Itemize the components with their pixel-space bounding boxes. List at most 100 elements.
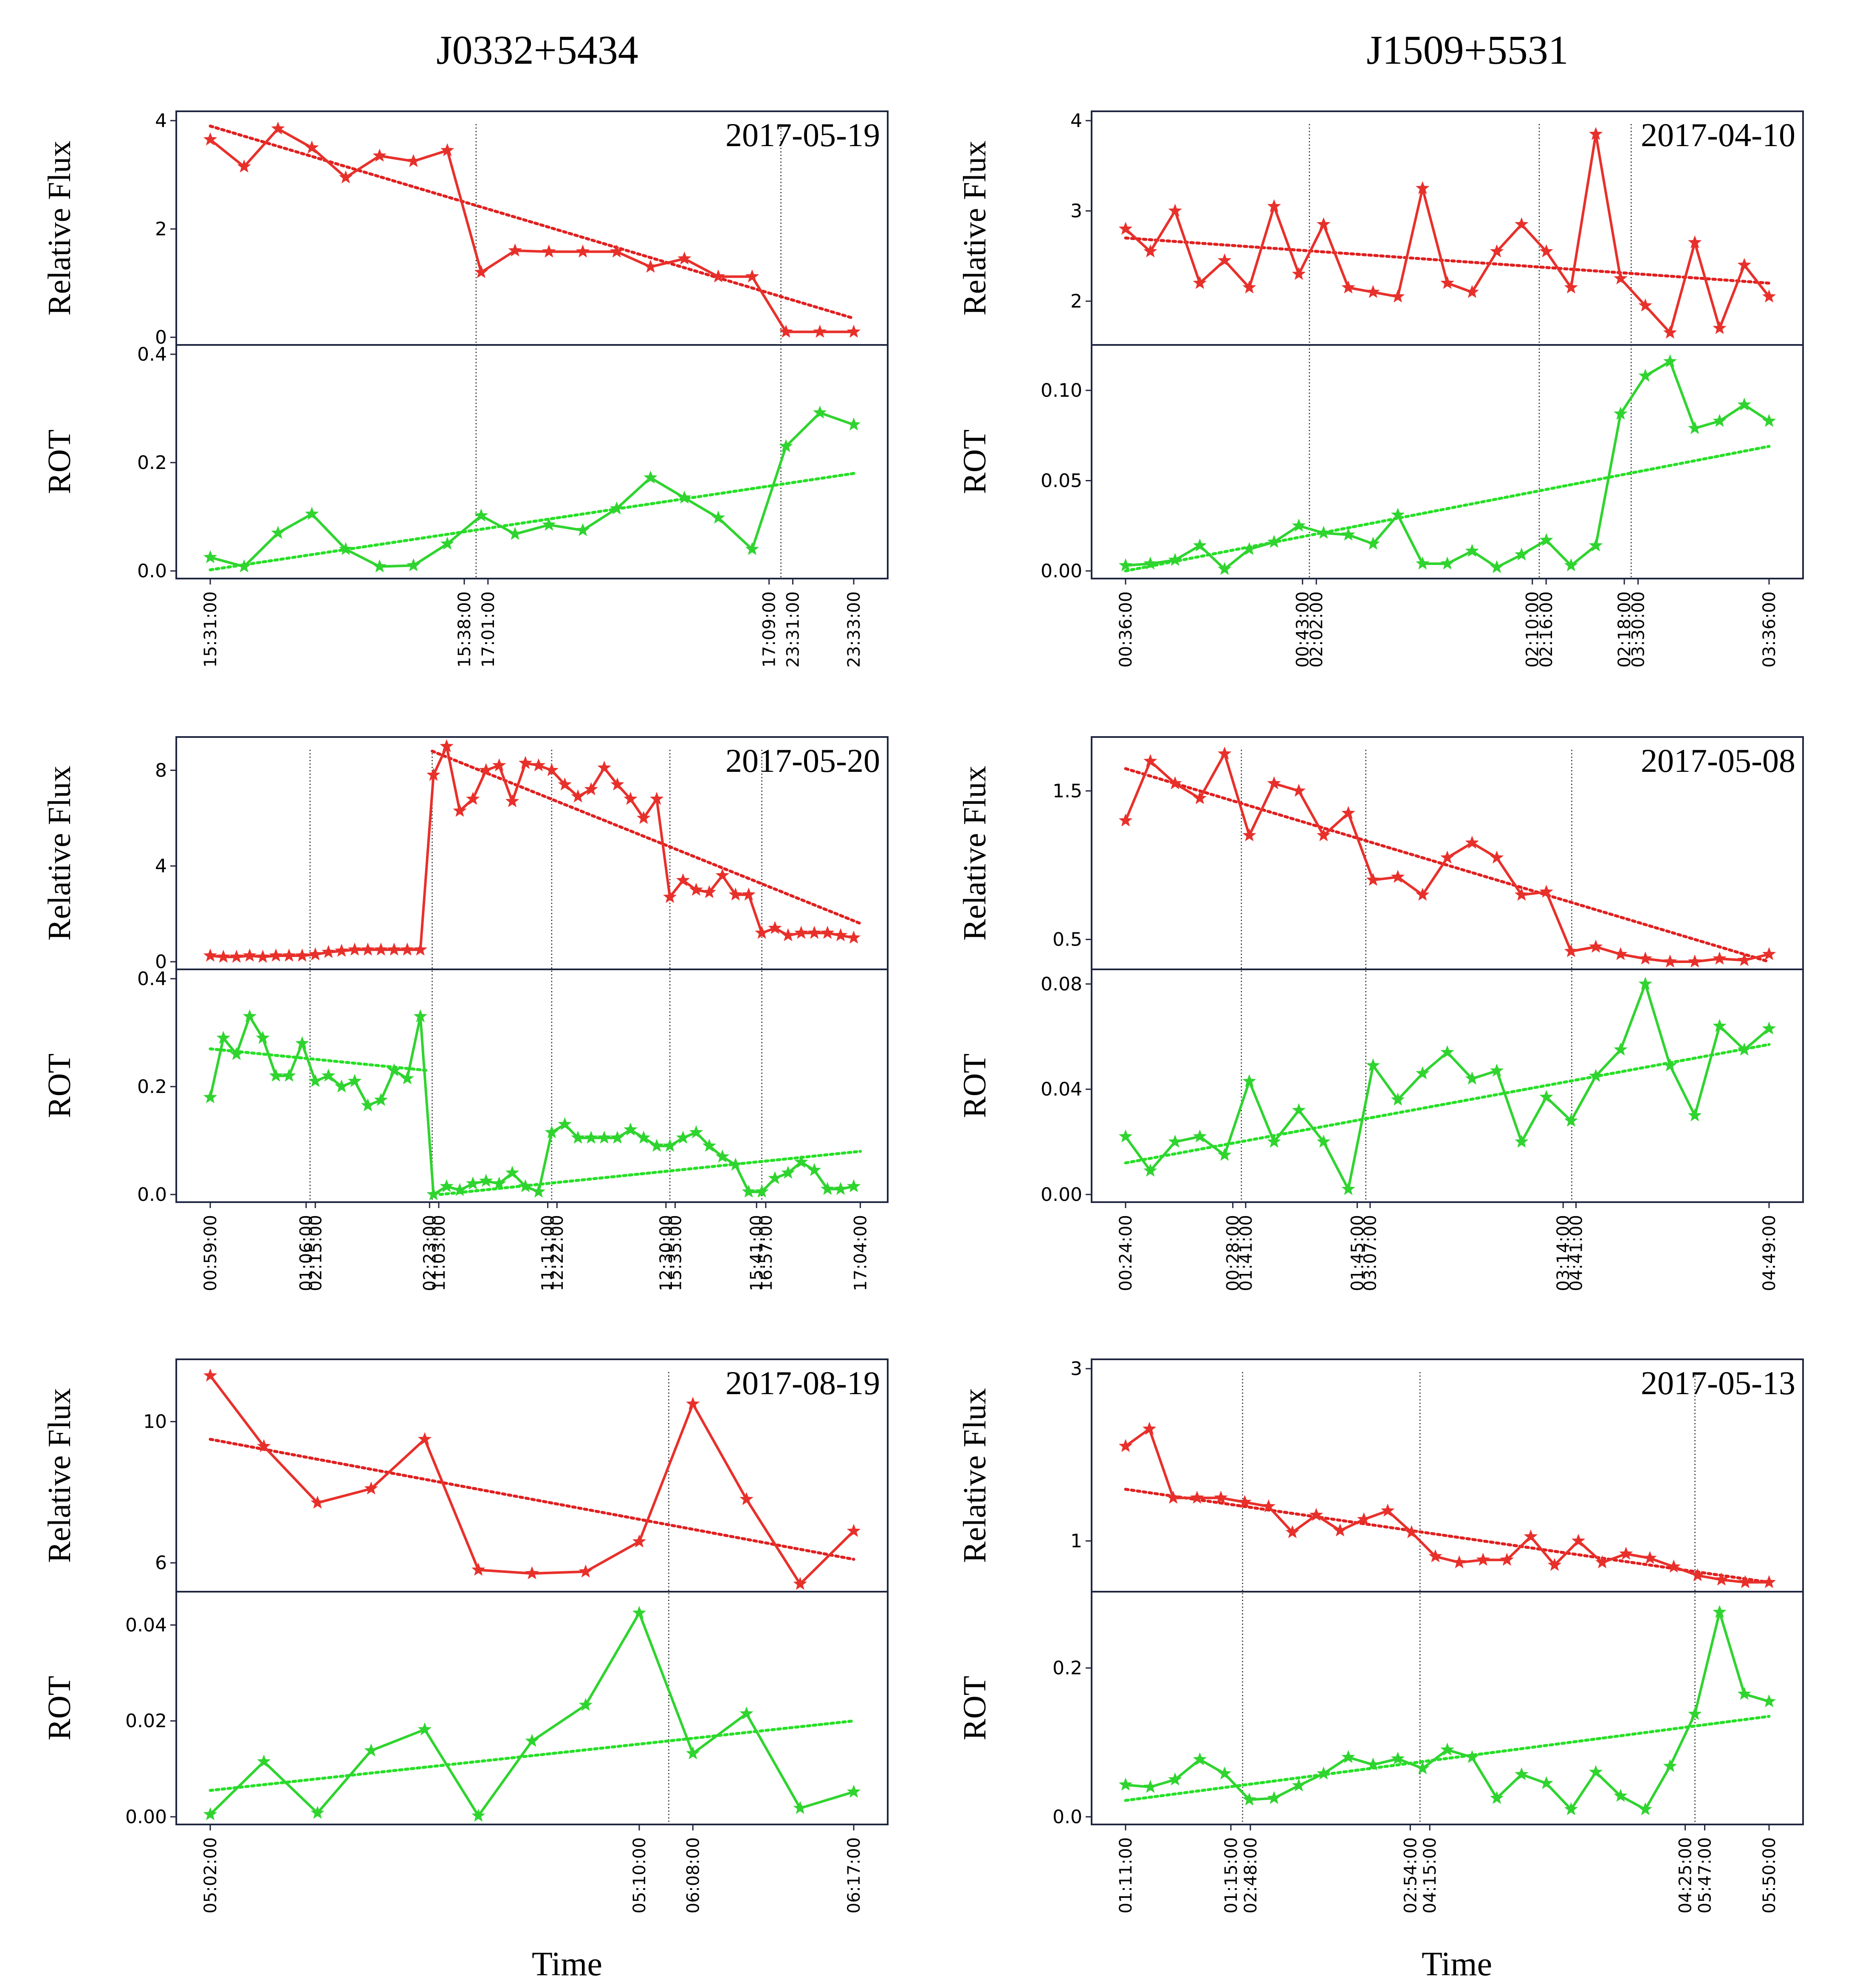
flux-point [1589,127,1603,140]
rot-point [1217,1766,1232,1780]
rot-point [1564,1802,1578,1816]
x-tick-label: 04:15:00 [1420,1837,1440,1914]
flux-point [677,251,691,265]
flux-point [711,269,725,282]
x-tick-label: 03:14:00 [1554,1215,1573,1291]
rot-point [1391,1093,1405,1106]
flux-point [597,760,611,774]
panel-date: 2017-04-10 [1641,116,1795,153]
rot-trend-line [209,1719,855,1792]
rot-point [243,1009,257,1022]
flux-point [1242,828,1256,842]
rot-point [1143,1779,1157,1793]
rot-point [1143,556,1157,570]
flux-point [339,170,353,184]
flux-point [1690,1568,1705,1581]
panel-j1509-2017-05-13: Relative Flux ROT 2017-05-13 1 3 0.0 0.2 01:11:… [957,1358,1804,1914]
flux-point [558,777,572,791]
x-tick-label: 02:54:00 [1401,1837,1420,1914]
rot-point [1292,1103,1306,1116]
rot-point [571,1130,585,1144]
flux-y-label: Relative Flux [42,141,77,316]
x-tick-label: 12:30:00 [657,1215,676,1291]
flux-point [216,949,231,963]
rot-point [413,1009,427,1022]
flux-point [1366,873,1380,886]
rot-point [322,1068,336,1082]
flux-y-label: Relative Flux [957,766,993,941]
rot-point [1614,407,1628,420]
flux-point [256,949,270,963]
rot-point [440,537,454,550]
rot-point [1292,1778,1306,1792]
x-tick-label: 06:08:00 [683,1837,703,1914]
x-tick-label: 00:28:00 [1224,1215,1243,1291]
panel-date: 2017-08-19 [725,1364,880,1401]
x-tick-label: 05:10:00 [630,1837,649,1914]
rot-point [1564,1113,1578,1127]
flux-y-tick-label: 8 [155,760,167,781]
flux-point [1762,1575,1776,1588]
rot-point [479,1174,493,1187]
flux-point [525,1566,539,1579]
flux-point [781,928,795,941]
flux-point [1589,940,1603,953]
rot-point [1737,398,1751,411]
flux-point [1333,1523,1347,1536]
flux-point [406,154,420,167]
rot-point [739,1706,753,1720]
rot-point [1589,1069,1603,1082]
rot-point [1118,1777,1133,1791]
rot-point [1391,508,1405,521]
flux-point [1143,754,1157,767]
flux-point [1714,1572,1728,1586]
x-tick-label: 01:15:00 [1222,1837,1241,1914]
flux-point [1762,289,1776,303]
rot-point [632,1606,646,1619]
flux-point [1292,267,1306,280]
rot-point [257,1754,271,1768]
flux-point [813,325,827,338]
rot-point [1539,533,1553,546]
rot-point [1490,1063,1504,1077]
x-tick-label: 02:23:00 [420,1215,440,1291]
flux-point [545,763,559,777]
flux-point [1571,1533,1586,1547]
flux-point [518,756,533,769]
rot-point [847,417,861,431]
flux-point [1595,1555,1609,1569]
rot-point [1539,1090,1553,1103]
rot-point [364,1743,378,1756]
rot-point [686,1746,700,1759]
rot-y-tick-label: 0.4 [137,968,167,990]
flux-point [1168,203,1182,217]
flux-y-tick-label: 0 [155,327,167,348]
flux-point [1564,280,1578,294]
flux-point [1381,1503,1395,1517]
rot-point [1242,542,1256,555]
flux-point [508,243,522,257]
rot-point [1490,560,1504,573]
flux-point [1564,944,1578,957]
flux-point [505,794,519,808]
flux-point [1614,947,1628,960]
rot-y-label: ROT [957,1053,993,1118]
flux-y-label: Relative Flux [957,141,993,316]
x-tick-label: 16:57:00 [756,1215,776,1291]
rot-y-label: ROT [42,429,77,494]
rot-series-line [1125,1611,1769,1811]
flux-point [1688,235,1702,248]
rot-point [1638,1802,1652,1816]
flux-point [335,943,349,957]
flux-point [1663,954,1677,968]
rot-point [558,1117,572,1130]
flux-point [305,140,319,154]
x-tick-label: 15:35:00 [666,1215,686,1291]
rot-point [584,1130,598,1144]
flux-point [1539,884,1553,898]
rot-y-tick-label: 0.04 [125,1614,167,1636]
flux-point [387,942,401,956]
flux-point [453,804,467,817]
flux-point [203,948,217,962]
rot-point [1193,538,1207,552]
